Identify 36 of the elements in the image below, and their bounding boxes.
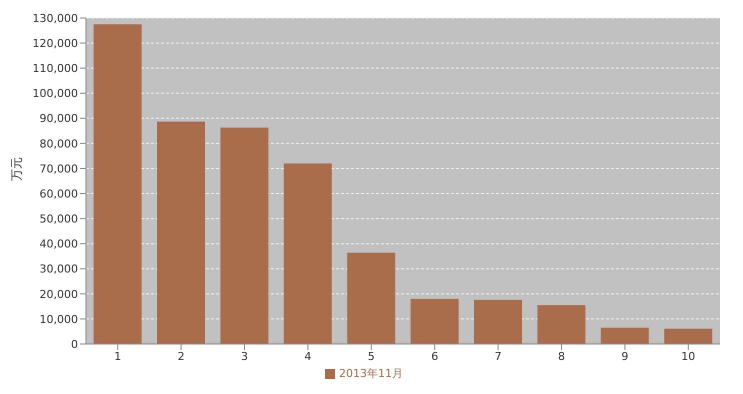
x-tick-label: 4 <box>304 350 312 363</box>
x-tick-label: 1 <box>114 350 122 363</box>
bar <box>537 305 586 344</box>
y-tick-label: 10,000 <box>40 312 78 326</box>
bar <box>157 122 206 344</box>
x-tick-label: 8 <box>558 350 565 363</box>
y-tick-label: 70,000 <box>40 162 78 176</box>
y-tick-label: 20,000 <box>40 288 78 301</box>
x-tick-label: 2 <box>178 350 185 363</box>
y-tick-label: 100,000 <box>32 87 78 100</box>
x-tick-label: 6 <box>431 350 438 363</box>
bar <box>410 298 459 344</box>
y-tick-label: 0 <box>71 338 78 351</box>
y-tick-label: 120,000 <box>32 36 78 50</box>
legend-label: 2013年11月 <box>339 367 403 380</box>
bar <box>664 328 712 344</box>
bar <box>600 328 649 344</box>
x-tick-label: 3 <box>241 350 248 363</box>
x-tick-label: 5 <box>368 350 375 363</box>
y-tick-label: 60,000 <box>40 187 78 200</box>
x-tick-label: 9 <box>621 350 628 363</box>
y-axis-title: 万元 <box>9 157 24 181</box>
y-tick-label: 30,000 <box>40 262 78 276</box>
bar <box>220 128 268 344</box>
y-tick-label: 80,000 <box>40 137 78 150</box>
bar <box>284 163 332 344</box>
y-tick-label: 50,000 <box>40 212 78 226</box>
y-tick-label: 130,000 <box>32 12 78 25</box>
y-tick-label: 40,000 <box>40 238 78 251</box>
bar <box>347 252 396 344</box>
x-tick-label: 10 <box>681 350 696 363</box>
y-tick-label: 90,000 <box>40 112 78 126</box>
bar <box>94 24 142 344</box>
bar <box>474 300 522 344</box>
x-tick-label: 7 <box>494 350 502 363</box>
y-tick-label: 110,000 <box>32 62 78 76</box>
